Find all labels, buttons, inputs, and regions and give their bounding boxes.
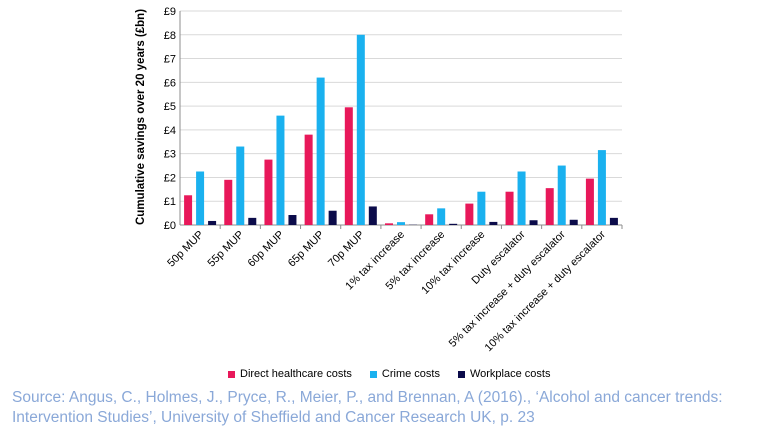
- x-tick-label: 55p MUP: [205, 229, 246, 270]
- bar-direct-healthcare-costs: [545, 188, 554, 225]
- bar-direct-healthcare-costs: [385, 223, 393, 225]
- bar-workplace-costs: [609, 217, 618, 225]
- legend-item-crime: Crime costs: [369, 368, 440, 380]
- x-tick-label: 65p MUP: [286, 229, 327, 270]
- legend-swatch-healthcare: [228, 370, 235, 378]
- bar-crime-costs: [236, 146, 245, 225]
- bar-workplace-costs: [489, 221, 498, 225]
- y-tick-label: £8: [164, 30, 176, 42]
- x-tick-label: 50p MUP: [165, 229, 206, 270]
- legend-label-crime: Crime costs: [381, 368, 440, 380]
- bar-crime-costs: [517, 171, 526, 225]
- bar-crime-costs: [437, 208, 446, 225]
- gridlines: [179, 10, 623, 229]
- bar-crime-costs: [356, 34, 365, 226]
- bar-workplace-costs: [328, 210, 337, 225]
- legend-label-healthcare: Direct healthcare costs: [240, 368, 352, 380]
- y-tick-label: £1: [164, 196, 176, 208]
- bar-direct-healthcare-costs: [184, 195, 193, 225]
- y-axis-ticks: £0 £1 £2 £3 £4 £5 £6 £7 £8 £9: [164, 6, 176, 232]
- bar-workplace-costs: [248, 217, 257, 225]
- y-tick-label: £6: [164, 77, 176, 89]
- y-tick-label: £5: [164, 101, 176, 113]
- bar-crime-costs: [477, 191, 486, 225]
- bar-direct-healthcare-costs: [585, 178, 594, 225]
- bar-direct-healthcare-costs: [304, 134, 313, 225]
- y-tick-label: £4: [164, 125, 176, 137]
- bar-direct-healthcare-costs: [224, 179, 233, 225]
- bars: [184, 34, 618, 226]
- bar-workplace-costs: [449, 223, 458, 225]
- bar-direct-healthcare-costs: [505, 191, 514, 225]
- y-tick-label: £2: [164, 172, 176, 184]
- legend-item-workplace: Workplace costs: [457, 368, 551, 380]
- bar-crime-costs: [597, 150, 606, 225]
- bar-direct-healthcare-costs: [344, 107, 353, 225]
- legend-swatch-workplace: [457, 370, 465, 378]
- legend-swatch-crime: [369, 370, 377, 378]
- bar-direct-healthcare-costs: [425, 214, 434, 225]
- x-tick-label: 70p MUP: [326, 229, 367, 270]
- bar-crime-costs: [316, 77, 325, 225]
- source-citation: Source: Angus, C., Holmes, J., Pryce, R.…: [12, 389, 723, 426]
- bar-workplace-costs: [569, 219, 578, 225]
- bar-workplace-costs: [529, 220, 538, 225]
- bar-crime-costs: [196, 171, 205, 225]
- bar-crime-costs: [276, 115, 285, 225]
- legend-label-workplace: Workplace costs: [469, 368, 551, 380]
- bar-crime-costs: [397, 222, 405, 225]
- y-tick-label: £9: [164, 6, 176, 18]
- bar-direct-healthcare-costs: [465, 203, 474, 225]
- y-tick-label: £7: [164, 54, 176, 66]
- bar-workplace-costs: [288, 215, 297, 225]
- y-tick-label: £3: [164, 149, 176, 161]
- bar-workplace-costs: [208, 220, 217, 225]
- bar-crime-costs: [557, 165, 566, 225]
- bar-workplace-costs: [368, 206, 377, 225]
- legend: Direct healthcare costs Crime costs Work…: [228, 368, 550, 380]
- x-tick-label: 60p MUP: [246, 229, 287, 270]
- legend-item-healthcare: Direct healthcare costs: [228, 368, 352, 380]
- bar-direct-healthcare-costs: [264, 159, 273, 225]
- y-tick-label: £0: [164, 220, 176, 232]
- y-axis-label: Cumulative savings over 20 years (£bn): [135, 9, 147, 225]
